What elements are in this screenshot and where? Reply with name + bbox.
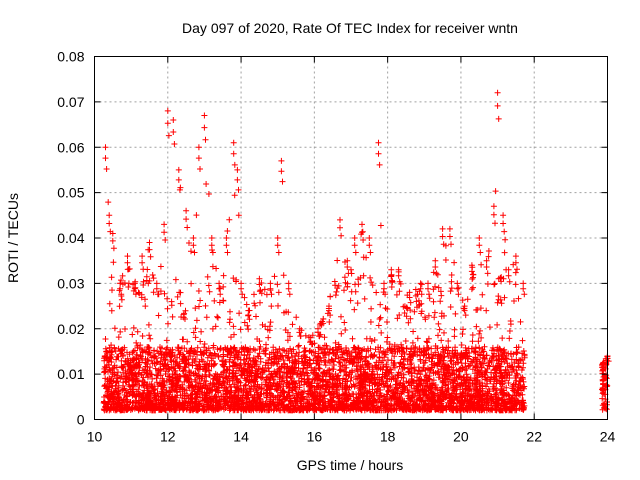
y-tick-label-4: 0.04 xyxy=(57,230,84,246)
x-tick-label-2: 14 xyxy=(233,429,249,445)
x-tick-label-1: 12 xyxy=(160,429,176,445)
axis-ticks xyxy=(94,56,608,420)
y-tick-label-5: 0.05 xyxy=(57,185,84,201)
x-tick-label-0: 10 xyxy=(87,429,103,445)
x-tick-label-5: 20 xyxy=(453,429,469,445)
y-tick-label-1: 0.01 xyxy=(57,366,84,382)
x-axis-title: GPS time / hours xyxy=(297,457,404,473)
x-tick-label-6: 22 xyxy=(526,429,542,445)
tick-labels: 10 12 14 16 18 20 22 24 0 0.01 0.02 0.03 0.04 0.05 0.0… xyxy=(57,49,615,445)
data-point-markers xyxy=(100,89,612,414)
x-tick-label-4: 18 xyxy=(380,429,396,445)
y-tick-label-0: 0 xyxy=(77,412,85,428)
y-tick-label-8: 0.08 xyxy=(57,49,84,65)
y-tick-label-2: 0.02 xyxy=(57,321,84,337)
y-tick-label-6: 0.06 xyxy=(57,139,84,155)
y-tick-label-7: 0.07 xyxy=(57,94,84,110)
y-axis-title: ROTI / TECUs xyxy=(5,193,21,283)
chart-title: Day 097 of 2020, Rate Of TEC Index for r… xyxy=(182,20,518,36)
y-tick-label-3: 0.03 xyxy=(57,275,84,291)
data-points xyxy=(100,89,612,414)
x-tick-label-7: 24 xyxy=(600,429,616,445)
x-tick-label-3: 16 xyxy=(307,429,323,445)
